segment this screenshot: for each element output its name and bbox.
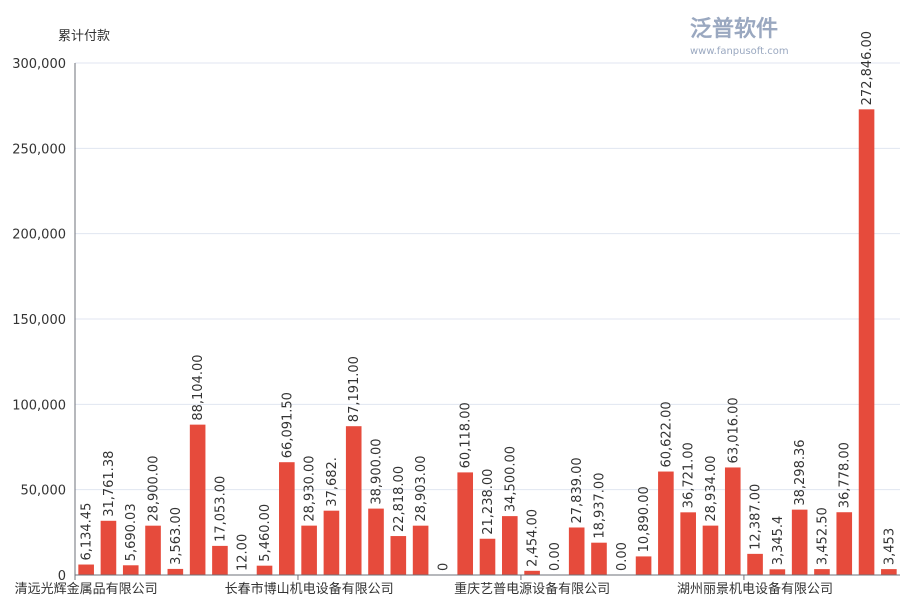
data-label: 6,134.45 <box>80 503 95 561</box>
bar <box>368 508 384 575</box>
bar <box>323 510 340 575</box>
gridlines <box>75 62 900 491</box>
data-label: 36,778.00 <box>838 442 853 508</box>
bar <box>769 569 786 575</box>
x-tick-label: 湖州丽景机电设备有限公司 <box>677 581 833 597</box>
data-label: 37,682. <box>325 457 340 507</box>
bar <box>479 538 496 575</box>
data-label: 12.00 <box>236 534 251 571</box>
data-labels: 6,134.45 31,761.38 5,690.03 28,900.00 3,563.… <box>80 31 898 571</box>
data-label: 3,453 <box>882 528 897 565</box>
bar <box>345 426 362 575</box>
data-label: 17,053.00 <box>213 476 228 542</box>
data-label: 22,818.00 <box>392 466 407 532</box>
data-label: 38,900.00 <box>370 438 385 504</box>
y-tick-label: 50,000 <box>21 484 67 499</box>
data-label: 28,900.00 <box>147 456 162 522</box>
y-tick-label: 300,000 <box>12 57 66 72</box>
bar <box>301 525 317 575</box>
watermark-text: 泛普软件 <box>690 16 778 42</box>
data-label: 27,839.00 <box>570 457 585 523</box>
data-label: 12,387.00 <box>749 484 764 550</box>
bar <box>256 565 273 575</box>
bar <box>680 512 696 575</box>
bar <box>279 462 295 575</box>
bar <box>100 520 117 575</box>
data-label: 272,846.00 <box>860 31 875 105</box>
data-label: 3,563.00 <box>169 507 184 565</box>
x-tick-label: 重庆艺普电源设备有限公司 <box>454 581 610 597</box>
data-label: 60,118.00 <box>459 402 474 468</box>
bar <box>791 509 808 575</box>
x-tick-label: 清远光辉金属品有限公司 <box>15 581 158 597</box>
watermark-url: www.fanpusoft.com <box>690 46 789 57</box>
data-label: 0.00 <box>615 542 630 571</box>
bar <box>78 564 94 575</box>
y-axis-title: 累计付款 <box>58 29 110 44</box>
bar <box>724 467 741 575</box>
bars <box>78 109 897 575</box>
data-label: 28,930.00 <box>303 455 318 521</box>
data-label: 10,890.00 <box>637 486 652 552</box>
data-label: 18,937.00 <box>592 473 607 539</box>
data-label: 87,191.00 <box>347 356 362 422</box>
data-label: 38,298.36 <box>793 439 808 505</box>
data-label: 60,622.00 <box>659 401 674 467</box>
data-label: 2,454.00 <box>526 509 541 567</box>
data-label: 5,460.00 <box>258 504 273 562</box>
data-label: 63,016.00 <box>726 397 741 463</box>
bar <box>858 109 875 575</box>
bar <box>635 556 652 575</box>
bar <box>814 569 830 575</box>
bar <box>747 553 763 575</box>
y-tick-label: 150,000 <box>12 313 66 328</box>
bar <box>122 565 139 575</box>
data-label: 66,091.50 <box>280 392 295 458</box>
data-label: 0 <box>436 563 451 571</box>
bar <box>412 525 429 575</box>
x-tick-label: 长春市博山机电设备有限公司 <box>225 581 394 597</box>
x-axis: 清远光辉金属品有限公司 长春市博山机电设备有限公司 重庆艺普电源设备有限公司 湖州丽景… <box>15 574 900 597</box>
bar <box>658 471 674 575</box>
y-tick-label: 250,000 <box>12 142 66 157</box>
data-label: 88,104.00 <box>191 354 206 420</box>
bar <box>145 525 161 575</box>
data-label: 5,690.03 <box>124 503 139 561</box>
data-label: 28,934.00 <box>704 455 719 521</box>
bar <box>390 536 407 575</box>
bar <box>881 569 897 575</box>
y-tick-label: 0 <box>58 569 66 584</box>
y-tick-label: 100,000 <box>12 398 66 413</box>
y-axis: 0 50,000 100,000 150,000 200,000 250,000 300,0… <box>12 57 76 584</box>
data-label: 36,721.00 <box>682 442 697 508</box>
data-label: 28,903.00 <box>414 456 429 522</box>
data-label: 3,345.4 <box>771 516 786 566</box>
bar <box>702 525 719 575</box>
data-label: 3,452.50 <box>815 507 830 565</box>
bar <box>212 545 228 575</box>
data-label: 31,761.38 <box>102 451 117 517</box>
bar <box>568 527 585 575</box>
bar <box>457 472 474 575</box>
bar <box>591 542 607 575</box>
watermark-logo: 泛普软件 www.fanpusoft.com <box>690 16 789 57</box>
bar <box>836 512 853 575</box>
bar <box>189 424 206 575</box>
data-label: 34,500.00 <box>503 446 518 512</box>
y-tick-label: 200,000 <box>12 228 66 243</box>
data-label: 0.00 <box>548 542 563 571</box>
data-label: 21,238.00 <box>481 469 496 535</box>
bar <box>524 570 540 575</box>
bar <box>501 516 518 575</box>
bar <box>167 568 184 575</box>
